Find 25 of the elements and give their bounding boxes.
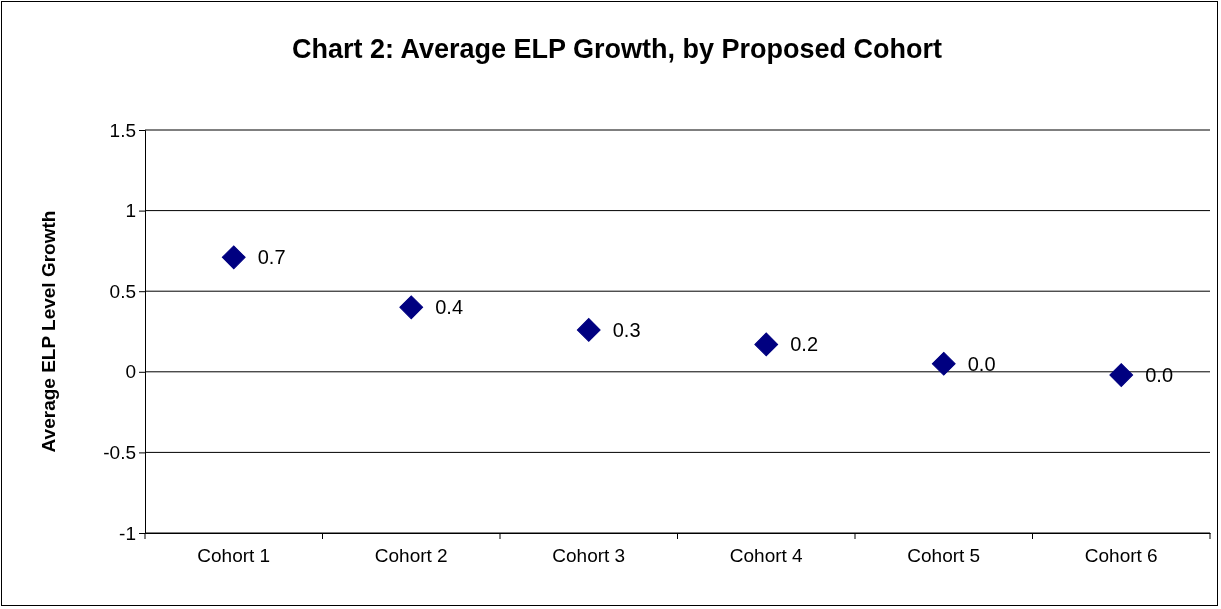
point [754,332,779,357]
chart-title: Chart 2: Average ELP Growth, by Proposed Cohort [291,34,943,64]
data-label: 0.4 [435,296,464,319]
y-tick-label: 1.5 [109,119,136,141]
x-tick-label: Cohort 1 [197,545,271,567]
x-tick-label: Cohort 5 [907,545,981,567]
y-tick-label: 1 [125,200,136,222]
y-axis-title: Average ELP Level Growth [38,210,59,453]
x-tick-label: Cohort 2 [374,545,448,567]
y-tick-label: 0 [125,361,136,383]
y-tick-label: 0.5 [109,280,136,302]
point [399,295,424,320]
data-label: 0.2 [790,333,819,356]
y-tick-label: -1 [119,522,136,544]
point [1109,363,1134,387]
point [221,245,246,270]
point [931,351,956,376]
x-tick-label: Cohort 4 [729,545,804,567]
y-tick-label: -0.5 [103,441,136,463]
data-label: 0.7 [257,246,286,269]
x-tick-label: Cohort 6 [1084,545,1158,567]
point [576,317,601,342]
data-label: 0.0 [967,352,996,375]
x-tick-label: Cohort 3 [552,545,626,567]
data-label: 0.3 [612,318,641,341]
